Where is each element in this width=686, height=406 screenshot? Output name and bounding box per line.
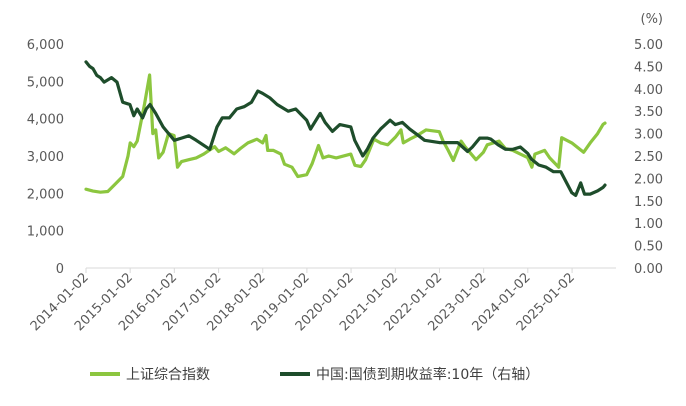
right-tick-label: 3.50 bbox=[634, 105, 663, 120]
left-tick-label: 5,000 bbox=[27, 75, 64, 90]
right-tick-label: 2.50 bbox=[634, 150, 663, 165]
right-tick-label: 5.00 bbox=[634, 38, 663, 53]
right-tick-label: 0.50 bbox=[634, 240, 663, 255]
right-tick-label: 4.50 bbox=[634, 60, 663, 75]
left-tick-label: 0 bbox=[56, 262, 64, 277]
right-tick-label: 3.00 bbox=[634, 128, 663, 143]
legend-label-bond-yield: 中国:国债到期收益率:10年（右轴） bbox=[316, 366, 539, 383]
legend-label-shanghai-index: 上证综合指数 bbox=[126, 367, 210, 383]
right-tick-label: 0.00 bbox=[634, 262, 663, 277]
left-axis-ticks: 0 1,000 2,000 3,000 4,000 5,000 6,000 bbox=[27, 38, 64, 277]
plot-lines bbox=[84, 60, 607, 197]
left-tick-label: 4,000 bbox=[27, 113, 64, 128]
series-line-shanghai-index bbox=[84, 73, 607, 194]
right-axis-ticks: 0.00 0.50 1.00 1.50 2.00 2.50 3.00 3.50 4.00 4.50… bbox=[634, 38, 663, 277]
right-axis-unit: (%) bbox=[641, 12, 664, 27]
right-tick-label: 1.00 bbox=[634, 217, 663, 232]
left-tick-label: 3,000 bbox=[27, 150, 64, 165]
left-tick-label: 6,000 bbox=[27, 38, 64, 53]
right-tick-label: 1.50 bbox=[634, 195, 663, 210]
x-axis-ticks: 2014-01-022015-01-022016-01-022017-01-02… bbox=[28, 268, 578, 334]
left-tick-label: 1,000 bbox=[27, 225, 64, 240]
right-tick-label: 2.00 bbox=[634, 172, 663, 187]
right-tick-label: 4.00 bbox=[634, 83, 663, 98]
legend: 上证综合指数 中国:国债到期收益率:10年（右轴） bbox=[90, 366, 539, 383]
left-tick-label: 2,000 bbox=[27, 187, 64, 202]
series-line-bond-yield bbox=[84, 60, 607, 197]
